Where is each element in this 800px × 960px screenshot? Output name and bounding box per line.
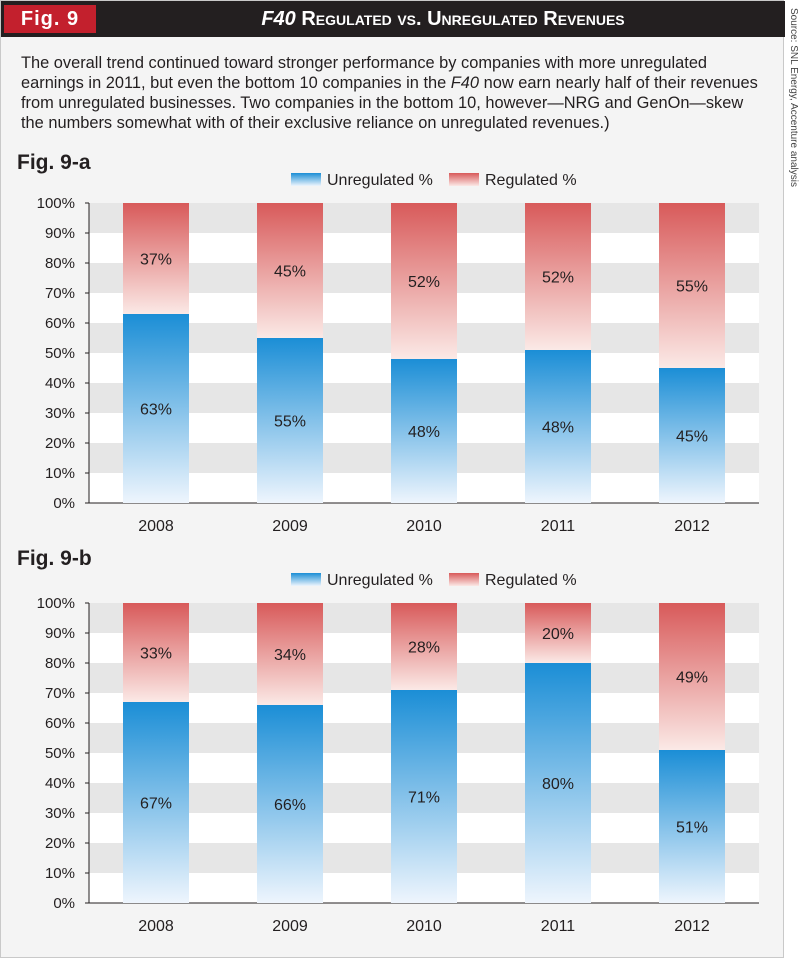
legend-label-regulated: Regulated %: [485, 172, 577, 189]
bar-regulated: [659, 203, 725, 368]
data-label-regulated: 28%: [408, 640, 440, 657]
x-tick-label: 2009: [272, 518, 308, 535]
legend: Unregulated % Regulated %: [291, 572, 577, 589]
y-tick-label: 30%: [45, 805, 75, 822]
y-tick-label: 20%: [45, 835, 75, 852]
y-tick-label: 0%: [53, 895, 75, 912]
data-label-unregulated: 55%: [274, 414, 306, 431]
bar-regulated: [391, 603, 457, 690]
data-label-regulated: 52%: [408, 274, 440, 291]
y-tick-label: 100%: [37, 195, 75, 212]
bar-regulated: [525, 603, 591, 663]
data-label-regulated: 45%: [274, 264, 306, 281]
bar-regulated: [525, 203, 591, 350]
bar-regulated: [391, 203, 457, 359]
chart-b: 0% 10% 20% 30% 40% 50% 60% 70% 80% 90% 100% 67% 33% 2…: [37, 572, 759, 935]
figure-number-tag: Fig. 9: [4, 5, 96, 33]
x-tick-label: 2008: [138, 518, 174, 535]
x-tick-label: 2011: [541, 518, 576, 535]
figure-frame: Fig. 9 F40 Regulated vs. Unregulated Rev…: [0, 0, 785, 958]
y-tick-label: 60%: [45, 315, 75, 332]
y-tick-label: 50%: [45, 345, 75, 362]
bar-unregulated: [659, 368, 725, 503]
legend-swatch-regulated: [449, 573, 479, 586]
y-tick-label: 40%: [45, 775, 75, 792]
data-label-unregulated: 71%: [408, 790, 440, 807]
y-tick-label: 0%: [53, 495, 75, 512]
source-text: Source: SNL Energy, Accenture analysis: [788, 8, 799, 187]
y-tick-label: 40%: [45, 375, 75, 392]
bar-unregulated: [525, 663, 591, 903]
bar-regulated: [123, 603, 189, 702]
y-tick-label: 90%: [45, 625, 75, 642]
y-tick-label: 70%: [45, 285, 75, 302]
source-note: Source: SNL Energy, Accenture analysis: [788, 8, 799, 228]
data-label-unregulated: 80%: [542, 776, 574, 793]
data-label-regulated: 37%: [140, 252, 172, 269]
x-tick-label: 2011: [541, 918, 576, 935]
y-tick-label: 80%: [45, 655, 75, 672]
bar-regulated: [123, 203, 189, 314]
bar-regulated: [659, 603, 725, 750]
intro-part1: The overall trend continued toward stron…: [21, 54, 708, 92]
x-tick-label: 2012: [674, 918, 710, 935]
y-tick-label: 30%: [45, 405, 75, 422]
data-label-unregulated: 51%: [676, 820, 708, 837]
y-tick-label: 70%: [45, 685, 75, 702]
y-tick-label: 10%: [45, 865, 75, 882]
data-label-unregulated: 67%: [140, 796, 172, 813]
bar-unregulated: [123, 314, 189, 503]
bar-unregulated: [659, 750, 725, 903]
intro-paragraph: The overall trend continued toward stron…: [21, 53, 761, 133]
x-tick-label: 2010: [406, 518, 442, 535]
intro-italic: F40: [450, 74, 480, 92]
y-tick-label: 80%: [45, 255, 75, 272]
bar-unregulated: [391, 690, 457, 903]
data-label-regulated: 49%: [676, 670, 708, 687]
chart-b-title: Fig. 9-b: [17, 547, 92, 570]
data-label-unregulated: 66%: [274, 797, 306, 814]
data-label-regulated: 33%: [140, 646, 172, 663]
title-prefix: F40: [261, 8, 296, 30]
intro-part2: now earn nearly half of their revenues f…: [21, 74, 758, 132]
data-label-unregulated: 48%: [408, 424, 440, 441]
bar-unregulated: [525, 350, 591, 503]
legend-swatch-regulated: [449, 173, 479, 186]
title-text: Regulated vs. Unregulated Revenues: [301, 8, 625, 30]
legend-swatch-unregulated: [291, 173, 321, 186]
y-tick-label: 60%: [45, 715, 75, 732]
data-label-regulated: 20%: [542, 626, 574, 643]
legend: Unregulated % Regulated %: [291, 172, 577, 189]
y-tick-label: 10%: [45, 465, 75, 482]
figure-title: F40 Regulated vs. Unregulated Revenues: [101, 1, 785, 37]
x-tick-label: 2012: [674, 518, 710, 535]
bar-unregulated: [257, 338, 323, 503]
bar-unregulated: [123, 702, 189, 903]
x-tick-label: 2010: [406, 918, 442, 935]
y-tick-label: 20%: [45, 435, 75, 452]
data-label-unregulated: 63%: [140, 402, 172, 419]
legend-label-unregulated: Unregulated %: [327, 172, 433, 189]
bar-unregulated: [391, 359, 457, 503]
y-tick-label: 90%: [45, 225, 75, 242]
data-label-unregulated: 48%: [542, 420, 574, 437]
x-tick-label: 2008: [138, 918, 174, 935]
y-tick-label: 50%: [45, 745, 75, 762]
x-tick-label: 2009: [272, 918, 308, 935]
bar-regulated: [257, 603, 323, 705]
bar-regulated: [257, 203, 323, 338]
legend-swatch-unregulated: [291, 573, 321, 586]
chart-a: 0% 10% 20% 30% 40% 50% 60% 70% 80% 90% 100% 63% 37% 2…: [37, 172, 759, 535]
data-label-regulated: 34%: [274, 647, 306, 664]
y-tick-label: 100%: [37, 595, 75, 612]
legend-label-unregulated: Unregulated %: [327, 572, 433, 589]
data-label-regulated: 52%: [542, 270, 574, 287]
chart-a-title: Fig. 9-a: [17, 151, 91, 174]
data-label-unregulated: 45%: [676, 429, 708, 446]
data-label-regulated: 55%: [676, 279, 708, 296]
bar-unregulated: [257, 705, 323, 903]
title-bar: Fig. 9 F40 Regulated vs. Unregulated Rev…: [1, 1, 785, 37]
legend-label-regulated: Regulated %: [485, 572, 577, 589]
